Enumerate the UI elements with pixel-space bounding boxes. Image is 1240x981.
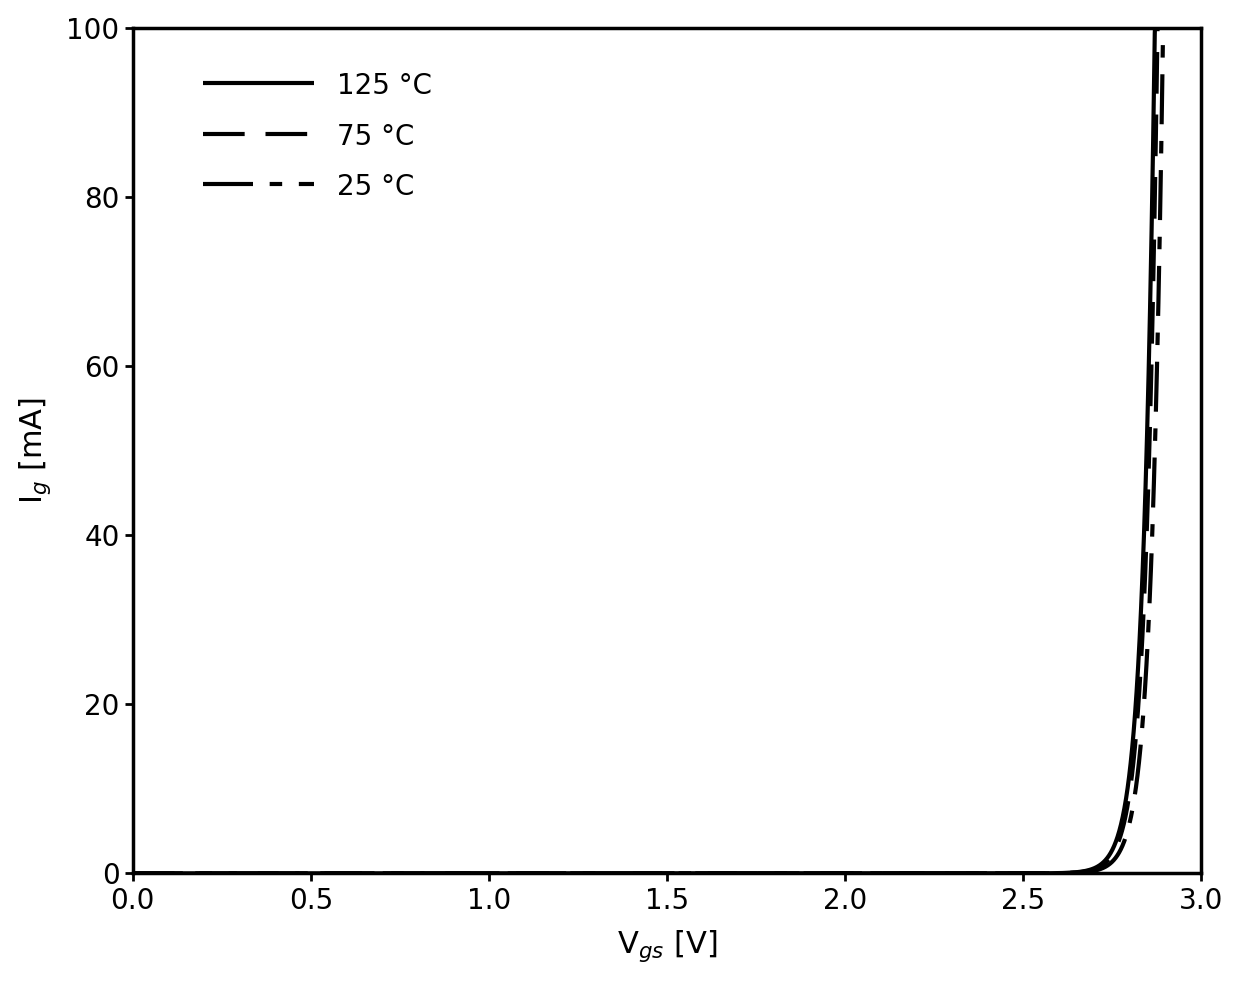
- 75 °C: [1151, 22, 1166, 33]
- 75 °C: [320, 867, 335, 879]
- 25 °C: [1194, 22, 1209, 33]
- 25 °C: [1003, 867, 1018, 879]
- Line: 125 °C: 125 °C: [133, 27, 1202, 873]
- Legend: 125 °C, 75 °C, 25 °C: 125 °C, 75 °C, 25 °C: [190, 59, 445, 215]
- 25 °C: [766, 867, 781, 879]
- Y-axis label: I$_g$ [mA]: I$_g$ [mA]: [16, 397, 52, 504]
- 75 °C: [766, 867, 781, 879]
- 75 °C: [125, 867, 140, 879]
- 125 °C: [533, 867, 548, 879]
- 125 °C: [766, 867, 781, 879]
- X-axis label: V$_{gs}$ [V]: V$_{gs}$ [V]: [616, 928, 717, 964]
- 75 °C: [1194, 22, 1209, 33]
- 125 °C: [320, 867, 335, 879]
- 75 °C: [820, 867, 835, 879]
- Line: 75 °C: 75 °C: [133, 27, 1202, 873]
- 25 °C: [820, 867, 835, 879]
- 25 °C: [125, 867, 140, 879]
- 25 °C: [923, 867, 937, 879]
- 25 °C: [320, 867, 335, 879]
- 125 °C: [820, 867, 835, 879]
- 125 °C: [923, 867, 937, 879]
- 75 °C: [923, 867, 937, 879]
- 75 °C: [533, 867, 548, 879]
- Line: 25 °C: 25 °C: [133, 27, 1202, 873]
- 25 °C: [1156, 22, 1171, 33]
- 25 °C: [533, 867, 548, 879]
- 125 °C: [1003, 867, 1018, 879]
- 125 °C: [1194, 22, 1209, 33]
- 75 °C: [1003, 867, 1018, 879]
- 125 °C: [1147, 22, 1162, 33]
- 125 °C: [125, 867, 140, 879]
